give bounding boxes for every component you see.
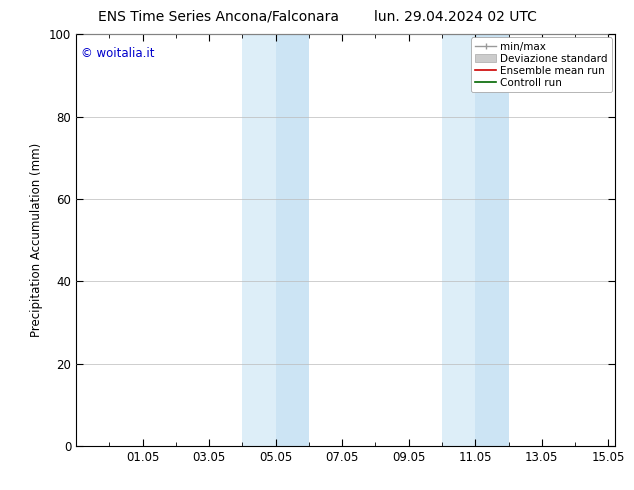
Text: ENS Time Series Ancona/Falconara        lun. 29.04.2024 02 UTC: ENS Time Series Ancona/Falconara lun. 29… — [98, 10, 536, 24]
Bar — [276, 34, 309, 446]
Bar — [476, 34, 508, 446]
Bar — [442, 34, 476, 446]
Text: © woitalia.it: © woitalia.it — [81, 47, 155, 60]
Bar — [242, 34, 276, 446]
Y-axis label: Precipitation Accumulation (mm): Precipitation Accumulation (mm) — [30, 143, 43, 337]
Legend: min/max, Deviazione standard, Ensemble mean run, Controll run: min/max, Deviazione standard, Ensemble m… — [471, 37, 612, 92]
